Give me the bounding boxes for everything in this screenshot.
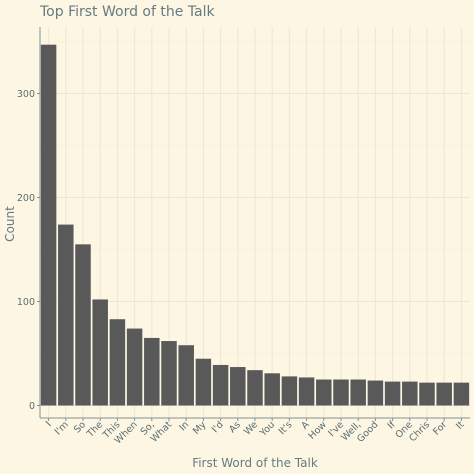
bar [161, 341, 177, 406]
bar [40, 44, 57, 406]
bar [316, 379, 332, 406]
bar [178, 345, 194, 406]
x-axis-title: First Word of the Talk [192, 456, 318, 470]
x-tick-label: My [191, 419, 209, 437]
x-tick-label: I [44, 419, 54, 429]
y-tick-label: 200 [17, 193, 35, 204]
bar [419, 382, 435, 406]
bar [212, 364, 229, 406]
y-tick-label: 100 [17, 297, 35, 308]
bar [333, 379, 349, 406]
y-axis-title: Count [3, 206, 17, 242]
bar [92, 299, 108, 406]
bar [144, 337, 160, 406]
bar [247, 370, 263, 406]
x-tick-label: We [242, 419, 260, 437]
bar [109, 319, 126, 406]
x-tick-label: In [177, 419, 191, 433]
x-tick-label: It [454, 419, 467, 432]
x-tick-label: It's [277, 419, 295, 437]
bar [367, 380, 384, 406]
bar [264, 373, 280, 406]
bar [350, 379, 366, 406]
x-tick-label: The [84, 419, 105, 440]
x-tick-label: I'd [210, 419, 226, 435]
y-axis-ticks: 0 100 200 300 [17, 89, 40, 412]
bar [230, 367, 246, 406]
bar [75, 244, 91, 406]
x-tick-label: For [431, 419, 449, 437]
bar [384, 381, 401, 406]
x-tick-label: I'm [53, 419, 71, 437]
x-tick-label: You [257, 419, 277, 439]
x-tick-label: How [306, 419, 329, 442]
bar [453, 382, 470, 406]
bar [436, 382, 452, 406]
bar [126, 328, 143, 406]
bar [402, 381, 418, 406]
chart-title: Top First Word of the Talk [39, 4, 215, 20]
bar [281, 376, 298, 406]
x-tick-label: As [227, 419, 243, 435]
bar [298, 377, 315, 406]
y-tick-label: 0 [29, 401, 35, 412]
bars [40, 44, 470, 406]
bar [195, 358, 212, 406]
bar [58, 224, 74, 406]
x-tick-label: Chris [407, 419, 432, 444]
y-tick-label: 300 [17, 89, 35, 100]
